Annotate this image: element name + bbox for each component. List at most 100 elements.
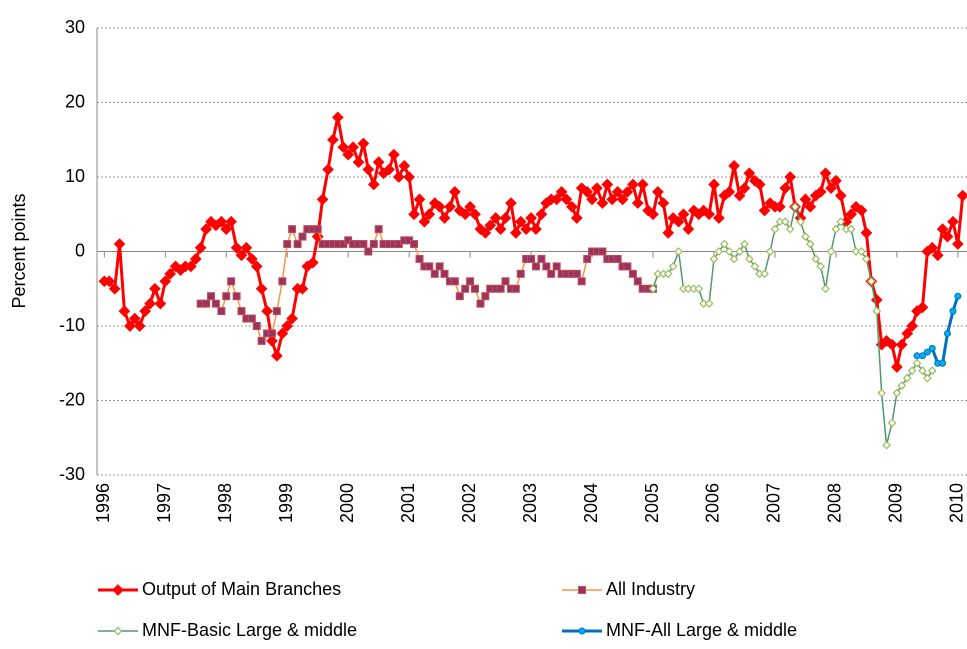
marker — [367, 178, 380, 191]
marker — [830, 174, 842, 187]
series-markers — [648, 202, 937, 450]
marker — [211, 299, 220, 308]
marker — [902, 373, 912, 383]
marker — [227, 277, 236, 286]
marker — [694, 284, 704, 294]
marker — [337, 141, 350, 154]
marker — [570, 212, 583, 224]
marker — [836, 217, 846, 227]
marker — [621, 186, 634, 198]
marker — [729, 254, 739, 264]
marker — [423, 208, 436, 221]
marker — [306, 256, 319, 269]
marker — [949, 307, 957, 315]
marker — [246, 253, 258, 265]
marker — [581, 186, 594, 198]
marker — [947, 215, 959, 228]
marker — [857, 247, 866, 256]
marker — [369, 240, 378, 249]
marker — [606, 193, 619, 206]
marker — [542, 262, 551, 271]
marker — [601, 178, 614, 191]
marker — [440, 269, 449, 278]
marker — [799, 193, 812, 206]
marker — [479, 227, 492, 239]
marker — [648, 284, 658, 294]
marker — [566, 200, 578, 213]
marker — [103, 275, 116, 288]
marker — [713, 212, 725, 224]
marker — [586, 193, 598, 206]
y-tick-label: 20 — [65, 91, 85, 111]
marker — [288, 225, 297, 234]
marker — [240, 241, 253, 254]
marker — [804, 200, 817, 213]
marker — [647, 208, 659, 221]
marker — [316, 193, 329, 206]
marker — [207, 292, 216, 301]
marker — [537, 254, 546, 263]
marker — [461, 284, 470, 293]
marker — [410, 240, 419, 249]
marker — [744, 254, 754, 264]
marker — [825, 182, 837, 195]
marker — [247, 314, 256, 323]
marker — [398, 159, 411, 172]
marker — [819, 167, 832, 180]
marker — [897, 381, 907, 390]
marker — [476, 299, 485, 308]
marker — [886, 338, 898, 351]
marker — [514, 215, 527, 228]
marker — [657, 197, 670, 209]
legend-marker — [578, 586, 586, 594]
x-tick-label: 2009 — [886, 483, 906, 523]
marker — [535, 208, 548, 221]
marker — [952, 238, 964, 250]
marker — [531, 262, 540, 271]
marker — [866, 276, 876, 286]
marker — [723, 186, 736, 198]
marker — [286, 312, 298, 325]
marker — [779, 182, 792, 195]
marker — [392, 171, 405, 183]
marker — [577, 277, 586, 286]
legend-label: Output of Main Branches — [142, 579, 341, 599]
marker — [677, 208, 690, 221]
marker — [352, 156, 365, 168]
marker — [714, 247, 724, 256]
marker — [623, 262, 632, 271]
x-tick-label: 2005 — [642, 483, 662, 523]
marker — [220, 223, 233, 235]
marker — [758, 204, 771, 217]
marker — [509, 227, 522, 239]
marker — [383, 163, 395, 176]
marker — [252, 322, 261, 330]
marker — [499, 212, 512, 224]
marker — [877, 388, 886, 398]
marker — [598, 247, 607, 256]
marker — [144, 297, 156, 310]
marker — [525, 212, 537, 224]
marker — [740, 239, 749, 249]
marker — [611, 186, 624, 198]
x-tick-label: 1998 — [215, 483, 235, 523]
x-tick-label: 2002 — [459, 483, 479, 523]
marker — [753, 178, 766, 191]
marker — [765, 247, 775, 256]
marker — [200, 223, 212, 235]
marker — [674, 247, 683, 256]
marker — [237, 307, 246, 316]
legend-marker — [113, 626, 123, 636]
marker — [444, 200, 456, 213]
marker — [627, 178, 639, 191]
x-tick-label: 2006 — [703, 483, 723, 523]
marker — [430, 269, 439, 278]
marker — [926, 241, 939, 254]
marker — [552, 262, 561, 271]
marker — [108, 282, 121, 295]
marker — [359, 240, 368, 249]
y-tick-label: -20 — [59, 389, 85, 409]
marker — [872, 306, 882, 316]
marker — [636, 178, 649, 191]
x-tick-label: 1999 — [276, 483, 296, 523]
